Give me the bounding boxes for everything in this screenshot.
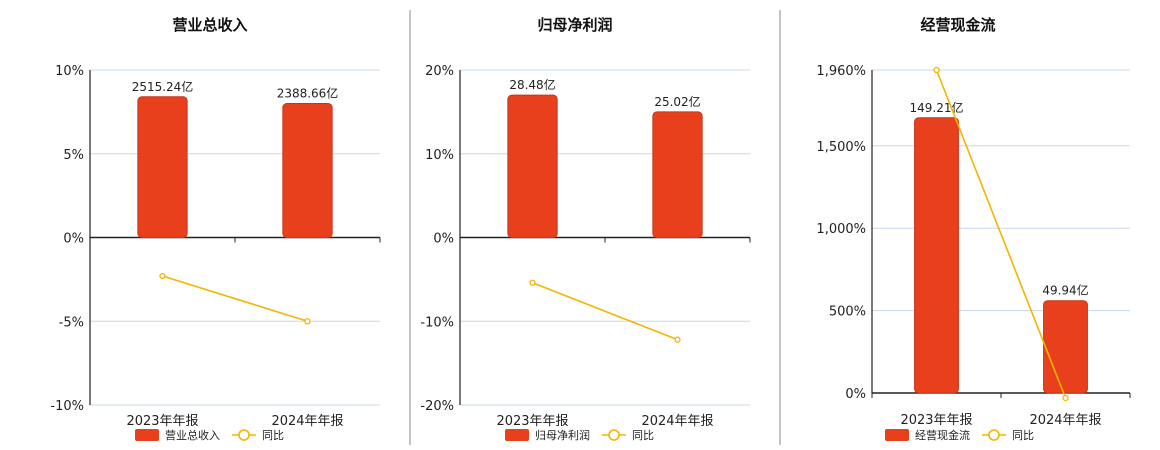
legend-bar-label: 经营现金流: [915, 428, 970, 442]
y-tick-label: 0%: [433, 232, 454, 247]
y-tick-label: 500%: [829, 305, 866, 320]
chart-title: 营业总收入: [172, 16, 247, 34]
yoy-point[interactable]: [1062, 394, 1069, 402]
chart-title: 经营现金流: [920, 16, 995, 34]
yoy-line: [162, 275, 308, 323]
legend-line-label: 同比: [632, 429, 654, 442]
x-category-label: 2023年年报: [900, 413, 972, 428]
bar[interactable]: [282, 103, 333, 238]
yoy-point[interactable]: [304, 318, 311, 325]
legend-bar-swatch: [135, 429, 159, 441]
y-tick-label: -10%: [50, 399, 84, 414]
legend-bar-swatch: [505, 429, 529, 441]
x-category-label: 2024年年报: [1029, 413, 1101, 428]
legend-bar-label: 营业总收入: [165, 428, 220, 442]
bar-data-label: 49.94亿: [1042, 283, 1088, 298]
legend-line-label: 同比: [262, 429, 284, 442]
y-tick-label: 20%: [425, 64, 454, 79]
y-tick-label: 1,000%: [816, 222, 866, 237]
yoy-line: [935, 69, 1067, 399]
chart-title: 归母净利润: [537, 16, 612, 34]
bar-data-label: 2515.24亿: [132, 79, 194, 94]
y-tick-label: -20%: [420, 399, 454, 414]
bar[interactable]: [652, 111, 703, 238]
legend-line-marker: [608, 429, 620, 441]
x-category-label: 2024年年报: [271, 414, 343, 429]
legend-line-marker: [238, 429, 250, 441]
legend-line-label: 同比: [1012, 429, 1034, 442]
y-tick-label: 0%: [63, 232, 84, 247]
yoy-point[interactable]: [159, 272, 166, 280]
y-tick-label: 5%: [63, 148, 84, 163]
y-tick-label: 10%: [55, 64, 84, 79]
yoy-point[interactable]: [529, 279, 536, 286]
legend-bar-label: 归母净利润: [535, 428, 590, 442]
bar[interactable]: [914, 117, 959, 394]
bar[interactable]: [1043, 300, 1088, 394]
yoy-point[interactable]: [933, 66, 940, 74]
bar-data-label: 149.21亿: [910, 100, 964, 115]
bar-data-label: 28.48亿: [509, 77, 555, 92]
y-tick-label: 10%: [425, 148, 454, 163]
legend-bar-swatch: [885, 429, 909, 441]
y-tick-label: 1,960%: [816, 64, 866, 79]
legend-line-marker: [988, 429, 1000, 441]
x-category-label: 2023年年报: [126, 414, 198, 429]
bar[interactable]: [137, 96, 188, 238]
yoy-line: [532, 281, 678, 341]
y-tick-label: -10%: [420, 315, 454, 330]
x-category-label: 2023年年报: [496, 414, 568, 429]
bar[interactable]: [507, 94, 558, 238]
yoy-point[interactable]: [674, 336, 681, 343]
bar-data-label: 2388.66亿: [277, 86, 339, 101]
x-category-label: 2024年年报: [641, 414, 713, 429]
y-tick-label: 1,500%: [816, 140, 866, 155]
y-tick-label: -5%: [59, 315, 84, 330]
bar-data-label: 25.02亿: [654, 94, 700, 109]
y-tick-label: 0%: [845, 387, 866, 402]
